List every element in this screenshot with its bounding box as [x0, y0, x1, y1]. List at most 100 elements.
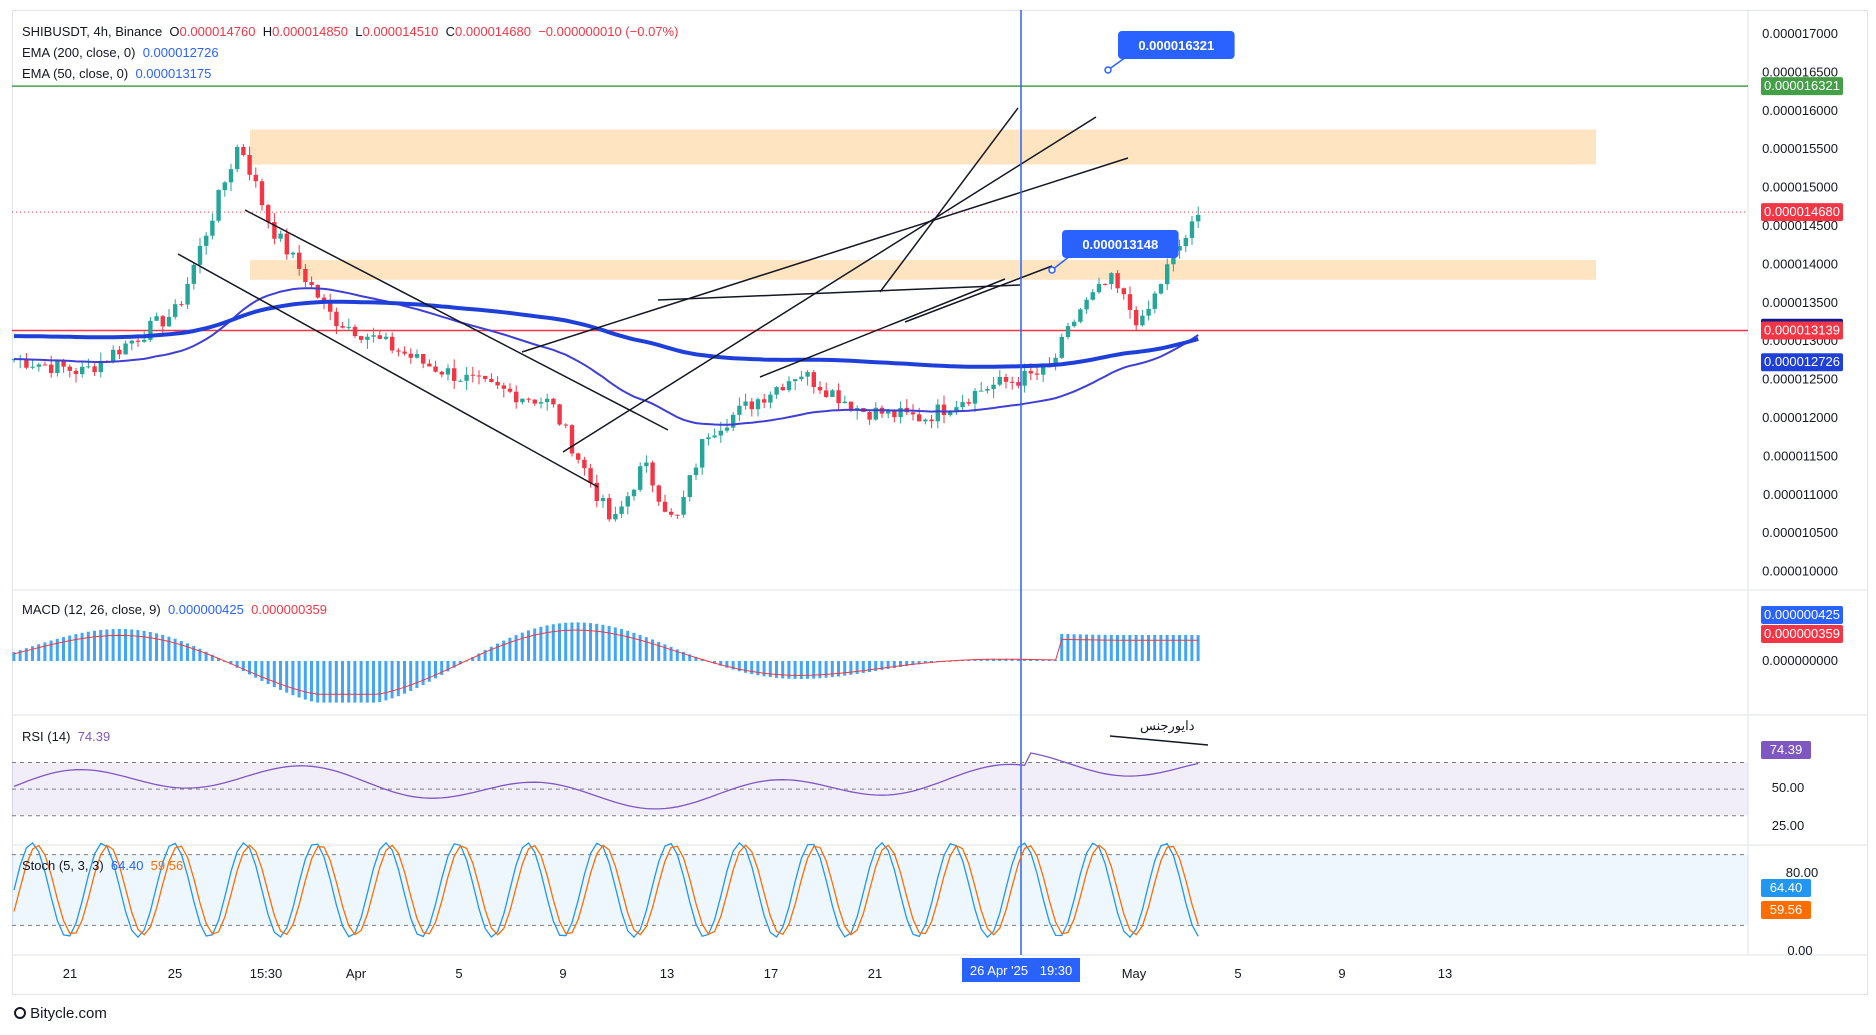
candle [731, 412, 736, 432]
candle [483, 375, 488, 382]
trendline [521, 157, 1129, 353]
macd-bar [985, 658, 989, 661]
macd-bar [167, 636, 171, 661]
candle-body [786, 381, 792, 391]
candle [173, 299, 178, 320]
candle [830, 389, 835, 398]
brand-text: Bitycle.com [30, 1005, 107, 1022]
candle [30, 360, 35, 370]
candle [1059, 333, 1064, 360]
candle-body [284, 233, 289, 255]
candle [1072, 319, 1077, 328]
candle-body [49, 364, 54, 373]
candle [960, 394, 965, 411]
macd-bar [787, 661, 791, 679]
price-badge-label: 0.000012726 [1764, 354, 1840, 369]
macd-bar [632, 632, 636, 661]
candle-body [1072, 321, 1077, 327]
macd-bar [31, 646, 34, 661]
candle-body [972, 390, 978, 404]
candle-body [687, 475, 692, 498]
candle [111, 345, 116, 364]
candle [817, 381, 823, 395]
candle-body [253, 174, 258, 182]
stoch-legend[interactable]: Stoch (5, 3, 3) 64.40 59.56 [22, 858, 183, 873]
macd-bar [719, 661, 723, 666]
macd-bar [347, 661, 351, 703]
low-value: 0.000014510 [362, 24, 439, 39]
candle-body [594, 482, 599, 502]
time-tick-label: 5 [455, 966, 462, 981]
macd-bar [409, 661, 413, 691]
macd-bar [1165, 634, 1169, 661]
candle-body [259, 181, 265, 206]
candle [123, 340, 128, 355]
rsi-line [13, 752, 1199, 810]
candle-body [514, 391, 519, 403]
macd-bar [198, 648, 202, 661]
candle-body [160, 316, 165, 327]
candle-body [917, 414, 922, 422]
macd-bar [111, 629, 115, 661]
macd-bar [923, 661, 927, 664]
stoch-d-badge [1761, 901, 1811, 919]
macd-bar [731, 661, 735, 670]
candle [563, 423, 568, 429]
candle [724, 419, 730, 433]
candle-body [445, 368, 451, 375]
candle-body [1177, 246, 1182, 251]
candle-body [520, 398, 525, 403]
candle [284, 228, 289, 260]
macd-bar [1147, 634, 1150, 661]
ema50-legend[interactable]: EMA (50, close, 0) 0.000013175 [22, 66, 211, 81]
macd-bar [254, 661, 258, 678]
macd-bar [173, 638, 177, 661]
candle-body [309, 282, 314, 286]
candle [737, 397, 742, 422]
macd-bar [43, 642, 47, 661]
candle [762, 393, 767, 409]
candle-body [464, 374, 469, 381]
macd-legend[interactable]: MACD (12, 26, close, 9) 0.000000425 0.00… [22, 602, 327, 617]
candle [1053, 353, 1058, 371]
chart-frame[interactable] [12, 10, 1868, 995]
candle [346, 318, 351, 331]
macd-bar [874, 661, 878, 672]
support-callout-text: 0.000013148 [1082, 237, 1158, 252]
macd-bar [403, 661, 406, 694]
macd-bar [489, 646, 493, 661]
candle-body [272, 222, 277, 239]
macd-bar [1016, 658, 1020, 661]
candle-body [408, 353, 413, 358]
candle [873, 402, 878, 421]
stoch-k-value: 64.40 [110, 858, 144, 873]
candle-body [842, 401, 847, 404]
candle-body [191, 264, 196, 284]
rsi-legend[interactable]: RSI (14) 74.39 [22, 729, 110, 744]
price-legend: SHIBUSDT, 4h, Binance O0.000014760 H0.00… [22, 24, 678, 39]
macd-bar [558, 623, 561, 661]
macd-bar [502, 640, 506, 661]
candle-body [960, 402, 965, 408]
candle-body [669, 511, 674, 515]
candle-body [780, 387, 785, 391]
macd-bar [700, 659, 704, 661]
symbol-label[interactable]: SHIBUSDT, 4h, Binance [22, 24, 163, 39]
ema200-legend[interactable]: EMA (200, close, 0) 0.000012726 [22, 45, 219, 60]
candle-body [569, 425, 575, 454]
macd-bar [595, 623, 599, 661]
candle-body [197, 245, 203, 265]
footer-brand[interactable]: Bitycle.com [14, 1005, 107, 1022]
macd-bar [161, 634, 165, 661]
candle-body [997, 376, 1002, 385]
macd-bar [564, 622, 568, 661]
candle-body [359, 336, 364, 340]
macd-bar [886, 661, 890, 669]
candle [780, 383, 785, 391]
supply-zone [250, 129, 1596, 165]
support-callout-pointer [1051, 255, 1071, 271]
candle [86, 358, 91, 369]
macd-bar [762, 661, 766, 677]
macd-bar [1103, 634, 1107, 661]
